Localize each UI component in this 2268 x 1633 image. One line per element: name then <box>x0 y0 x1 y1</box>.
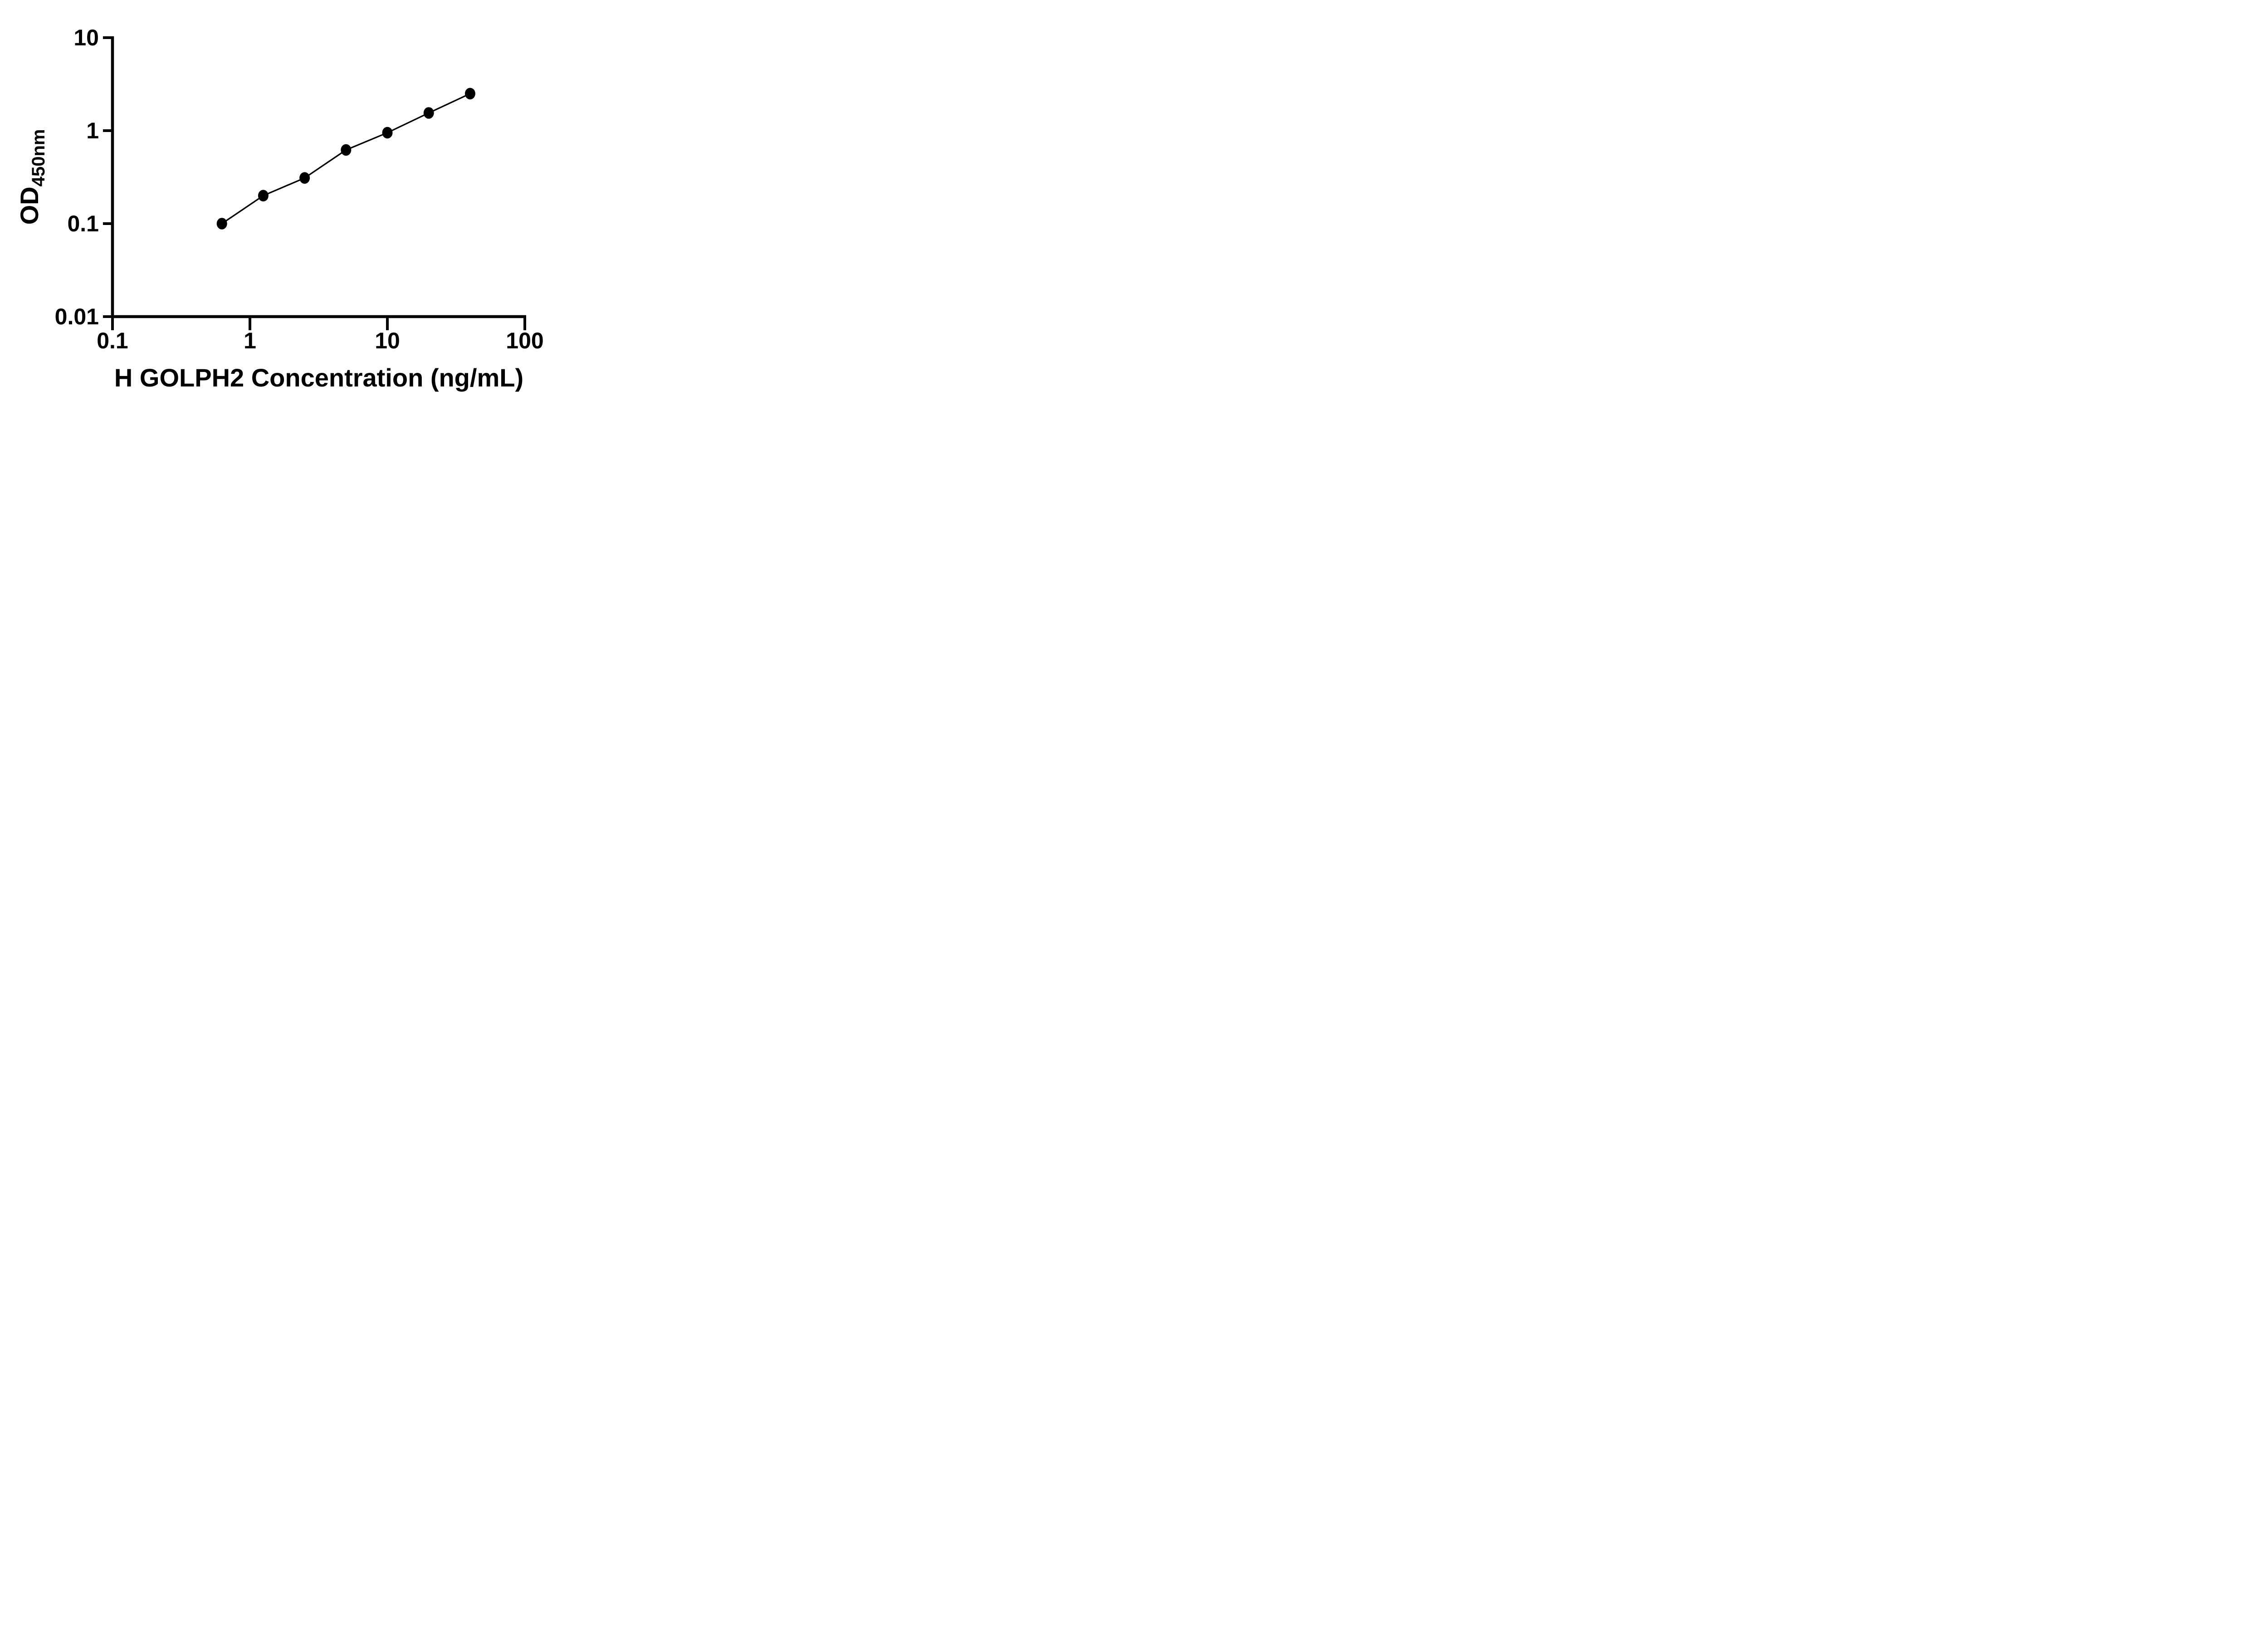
y-axis-title: OD450nm <box>15 129 49 225</box>
chart-background <box>0 0 583 408</box>
data-point <box>423 107 434 119</box>
x-tick-label: 10 <box>375 328 400 353</box>
y-tick-label: 10 <box>73 25 99 50</box>
series-layer <box>216 88 475 230</box>
y-tick-label: 0.1 <box>67 211 99 236</box>
standard-curve-figure: 0.01 0.1 1 10 0.1 1 10 100 H GOLPH2 Concentrati… <box>0 0 583 408</box>
x-tick-label: 1 <box>244 328 256 353</box>
y-axis-title-main: OD <box>15 186 44 225</box>
data-point <box>299 172 310 184</box>
y-tick-label: 0.01 <box>55 304 99 329</box>
x-tick-label: 100 <box>506 328 543 353</box>
data-point <box>216 218 227 230</box>
y-tick-label: 1 <box>86 118 99 143</box>
y-axis-title-subscript: 450nm <box>29 129 49 187</box>
data-point <box>258 190 269 202</box>
x-axis-title: H GOLPH2 Concentration (ng/mL) <box>114 363 523 392</box>
data-point <box>382 127 393 139</box>
data-point <box>464 88 475 100</box>
x-tick-label: 0.1 <box>97 328 128 353</box>
data-point <box>341 144 352 156</box>
